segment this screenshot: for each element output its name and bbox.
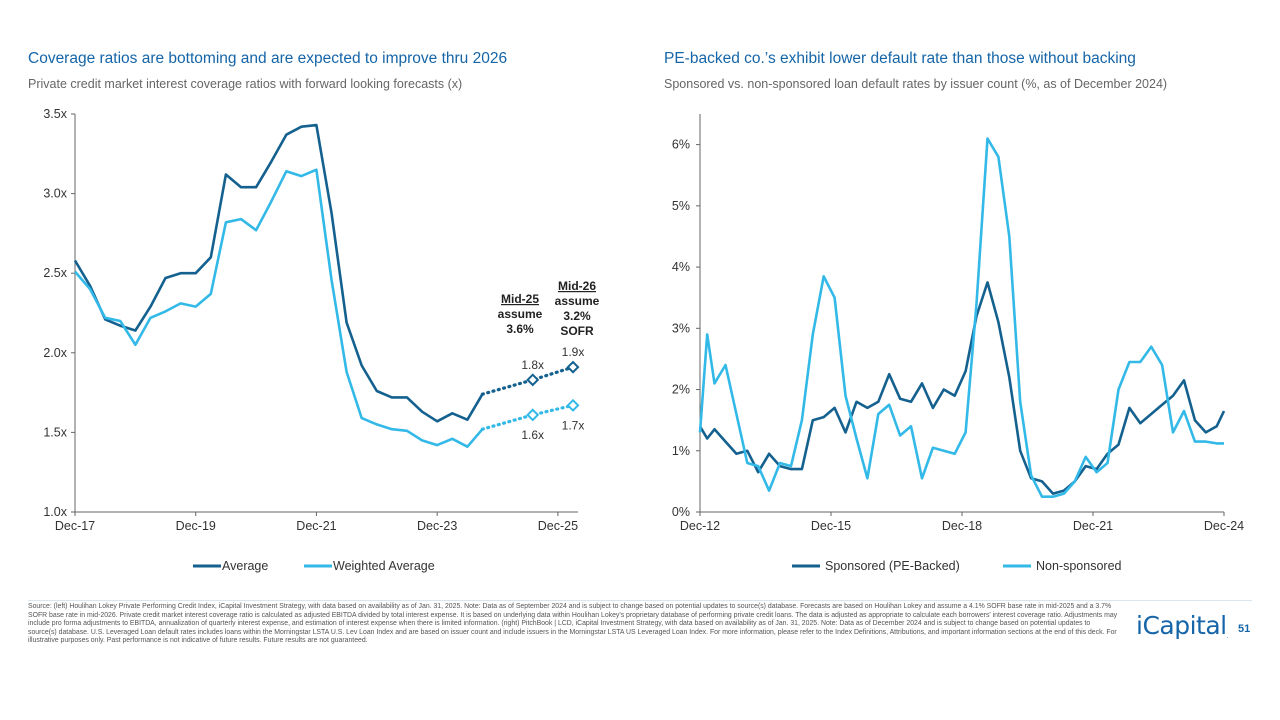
legend-label: Sponsored (PE-Backed) [825,559,960,573]
legend-label: Average [222,559,268,573]
right-chart-subtitle: Sponsored vs. non-sponsored loan default… [664,77,1168,91]
x-tick-label: Dec-17 [55,519,95,533]
x-tick-label: Dec-15 [811,519,851,533]
assumption-annotation-line: assume [555,294,600,308]
legend-label: Weighted Average [333,559,435,573]
y-tick-label: 5% [672,199,690,213]
source-note: Source: (left) Houlihan Lokey Private Pe… [28,603,1118,645]
forecast-marker [526,408,540,422]
footer-divider [28,600,1252,601]
x-tick-label: Dec-25 [538,519,578,533]
assumption-annotation-line: 3.2% [563,309,591,323]
y-tick-label: 4% [672,260,690,274]
y-tick-label: 6% [672,138,690,152]
assumption-annotation-line: assume [498,307,543,321]
x-tick-label: Dec-24 [1204,519,1244,533]
series-line-sponsored-pe-backed- [698,281,1226,495]
x-tick-label: Dec-18 [942,519,982,533]
x-tick-label: Dec-23 [417,519,457,533]
right-chart-title: PE-backed co.’s exhibit lower default ra… [664,50,1136,67]
series-line-non-sponsored [698,137,1224,499]
y-tick-label: 3% [672,321,690,335]
assumption-annotation-line: SOFR [560,324,594,338]
page-number: 51 [1238,623,1251,635]
assumption-annotation-line: 3.6% [506,322,534,336]
logo-text: iCapital [1136,611,1227,640]
logo-mark: . [1226,633,1229,640]
forecast-marker [526,373,540,387]
y-tick-label: 2% [672,383,690,397]
forecast-value-label: 1.9x [562,345,585,359]
x-tick-label: Dec-19 [176,519,216,533]
y-tick-label: 3.5x [43,107,67,121]
forecast-marker [566,398,580,412]
icapital-logo: iCapital. [1136,611,1229,640]
y-tick-label: 3.0x [43,187,67,201]
x-tick-label: Dec-21 [1073,519,1113,533]
assumption-annotation-line: Mid-25 [501,292,539,306]
forecast-value-label: 1.6x [521,428,544,442]
y-tick-label: 2.0x [43,346,67,360]
y-tick-label: 2.5x [43,266,67,280]
x-tick-label: Dec-21 [296,519,336,533]
left-chart-title: Coverage ratios are bottoming and are ex… [28,50,508,67]
series-line-average [73,123,484,423]
series-line-weighted-average [74,168,484,449]
y-tick-label: 0% [672,505,690,519]
forecast-value-label: 1.7x [562,418,585,432]
y-tick-label: 1% [672,444,690,458]
left-chart-subtitle: Private credit market interest coverage … [28,77,463,91]
forecast-line [480,403,575,431]
y-tick-label: 1.5x [43,425,67,439]
forecast-value-label: 1.8x [521,358,544,372]
x-tick-label: Dec-12 [680,519,720,533]
forecast-line [480,365,575,396]
forecast-marker [566,360,580,374]
legend-label: Non-sponsored [1036,559,1122,573]
y-tick-label: 1.0x [43,505,67,519]
charts-canvas: 1.0x 1.5x 2.0x 2.5x 3.0x 3.5x Dec-17 Dec-19 Dec-… [43,107,1244,573]
assumption-annotation-line: Mid-26 [558,279,596,293]
